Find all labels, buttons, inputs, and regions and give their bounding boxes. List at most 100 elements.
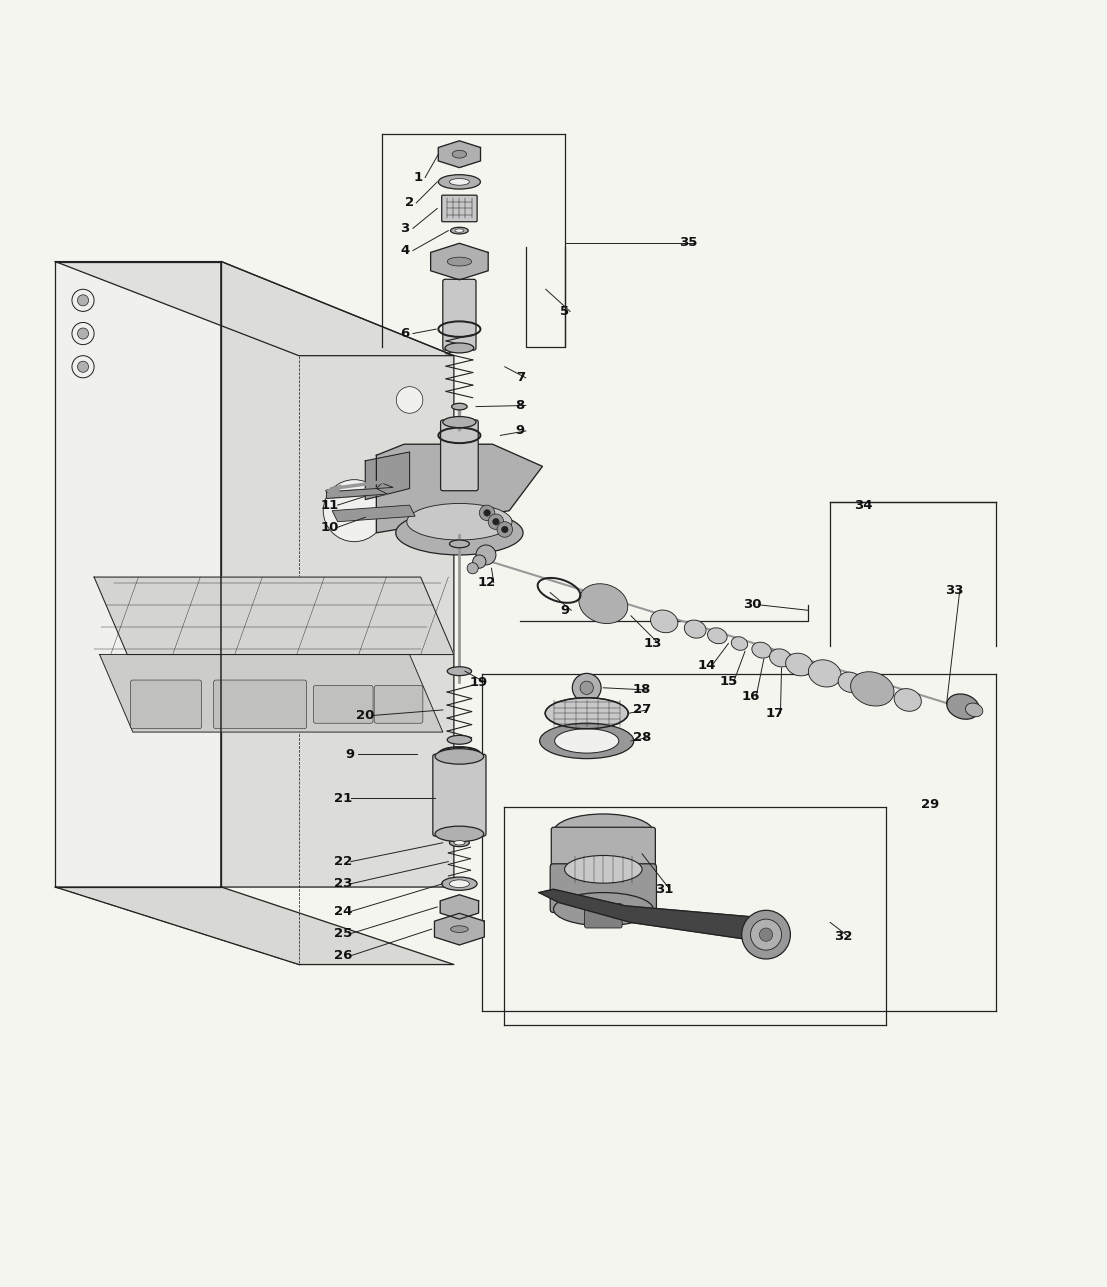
Ellipse shape <box>894 689 921 712</box>
Text: 14: 14 <box>697 659 715 672</box>
Ellipse shape <box>808 660 841 687</box>
Ellipse shape <box>452 403 467 411</box>
Circle shape <box>396 386 423 413</box>
Text: 13: 13 <box>644 637 662 650</box>
Text: 12: 12 <box>478 577 496 589</box>
Text: 25: 25 <box>334 927 352 940</box>
Ellipse shape <box>554 813 653 849</box>
FancyBboxPatch shape <box>374 686 423 723</box>
Text: 18: 18 <box>633 683 651 696</box>
FancyBboxPatch shape <box>442 196 477 221</box>
Text: 11: 11 <box>321 498 339 512</box>
Polygon shape <box>55 261 221 887</box>
FancyBboxPatch shape <box>584 903 622 928</box>
Ellipse shape <box>452 151 466 158</box>
Text: 17: 17 <box>766 707 784 719</box>
Text: 8: 8 <box>516 399 525 412</box>
Circle shape <box>72 290 94 311</box>
Ellipse shape <box>449 541 469 548</box>
Circle shape <box>501 526 508 533</box>
Text: 20: 20 <box>356 709 374 722</box>
Circle shape <box>572 673 601 703</box>
Ellipse shape <box>651 610 677 633</box>
Polygon shape <box>441 894 478 919</box>
Ellipse shape <box>540 723 634 758</box>
Ellipse shape <box>438 175 480 189</box>
Polygon shape <box>100 655 443 732</box>
Text: 7: 7 <box>516 372 525 385</box>
Ellipse shape <box>443 417 476 427</box>
Ellipse shape <box>769 649 792 667</box>
Circle shape <box>77 328 89 338</box>
Ellipse shape <box>555 728 619 753</box>
Circle shape <box>759 928 773 941</box>
Circle shape <box>742 910 790 959</box>
Circle shape <box>77 362 89 372</box>
Polygon shape <box>55 261 454 355</box>
Ellipse shape <box>838 672 862 692</box>
Text: 21: 21 <box>334 792 352 804</box>
Text: 15: 15 <box>720 674 737 687</box>
Ellipse shape <box>565 856 642 883</box>
Ellipse shape <box>965 703 983 717</box>
Text: 9: 9 <box>516 425 525 438</box>
Circle shape <box>476 544 496 565</box>
Text: 29: 29 <box>921 798 939 811</box>
Text: 26: 26 <box>334 950 352 963</box>
Ellipse shape <box>447 257 472 266</box>
Ellipse shape <box>449 839 469 847</box>
Text: 6: 6 <box>401 327 410 340</box>
Polygon shape <box>539 889 780 941</box>
Polygon shape <box>434 914 485 945</box>
Ellipse shape <box>579 584 628 624</box>
Text: 4: 4 <box>401 245 410 257</box>
FancyBboxPatch shape <box>214 680 307 728</box>
Text: 3: 3 <box>401 221 410 234</box>
Ellipse shape <box>449 880 469 888</box>
Ellipse shape <box>442 876 477 891</box>
Text: 2: 2 <box>405 197 414 210</box>
Ellipse shape <box>554 893 653 925</box>
Ellipse shape <box>451 228 468 234</box>
Ellipse shape <box>395 511 523 555</box>
Text: 34: 34 <box>855 498 872 512</box>
Ellipse shape <box>451 925 468 932</box>
FancyBboxPatch shape <box>551 828 655 871</box>
Text: 28: 28 <box>633 731 651 744</box>
Polygon shape <box>431 243 488 279</box>
Ellipse shape <box>554 851 653 884</box>
Circle shape <box>473 555 486 569</box>
Circle shape <box>488 514 504 529</box>
Ellipse shape <box>946 694 980 719</box>
Text: 9: 9 <box>560 604 569 616</box>
Polygon shape <box>221 261 454 887</box>
Text: 22: 22 <box>334 855 352 867</box>
FancyBboxPatch shape <box>443 279 476 350</box>
Text: 33: 33 <box>945 584 963 597</box>
Text: 32: 32 <box>835 931 852 943</box>
Polygon shape <box>94 577 454 655</box>
Text: 10: 10 <box>321 521 339 534</box>
Polygon shape <box>327 485 341 494</box>
FancyBboxPatch shape <box>550 864 656 912</box>
Text: 1: 1 <box>414 171 423 184</box>
Circle shape <box>72 355 94 378</box>
FancyBboxPatch shape <box>313 686 373 723</box>
FancyBboxPatch shape <box>433 754 486 837</box>
Text: 5: 5 <box>560 305 569 318</box>
Circle shape <box>751 919 782 950</box>
Ellipse shape <box>545 698 629 728</box>
Polygon shape <box>376 444 542 533</box>
Circle shape <box>72 323 94 345</box>
FancyBboxPatch shape <box>441 420 478 490</box>
Text: 31: 31 <box>655 883 673 896</box>
Ellipse shape <box>407 503 511 541</box>
Ellipse shape <box>449 179 469 185</box>
Ellipse shape <box>435 749 484 764</box>
Circle shape <box>479 505 495 521</box>
Ellipse shape <box>850 672 894 707</box>
Text: 27: 27 <box>633 704 651 717</box>
Circle shape <box>493 519 499 525</box>
Polygon shape <box>332 505 415 521</box>
Text: 30: 30 <box>744 598 762 611</box>
